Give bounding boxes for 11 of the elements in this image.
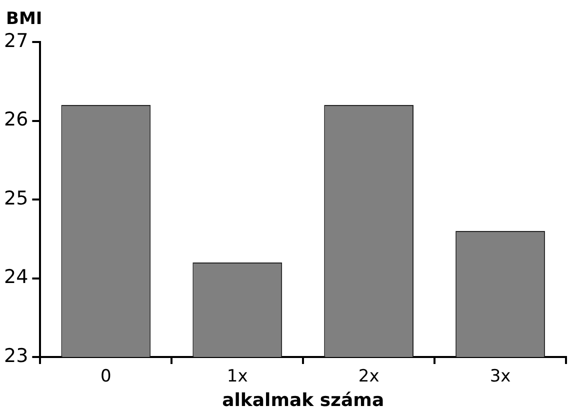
x-tick-label: 0	[100, 366, 112, 387]
y-tick-label: 24	[4, 266, 28, 288]
x-tick-label: 2x	[358, 366, 380, 387]
y-axis-title: BMI	[6, 8, 42, 29]
y-tick-label: 23	[4, 344, 28, 367]
y-tick-label: 27	[4, 30, 28, 52]
x-axis-title: alkalmak száma	[222, 390, 384, 411]
y-tick-label: 26	[4, 108, 28, 131]
x-tick-label: 3x	[490, 366, 511, 387]
x-tick-label: 1x	[226, 366, 248, 387]
y-tick-label: 25	[4, 187, 28, 210]
